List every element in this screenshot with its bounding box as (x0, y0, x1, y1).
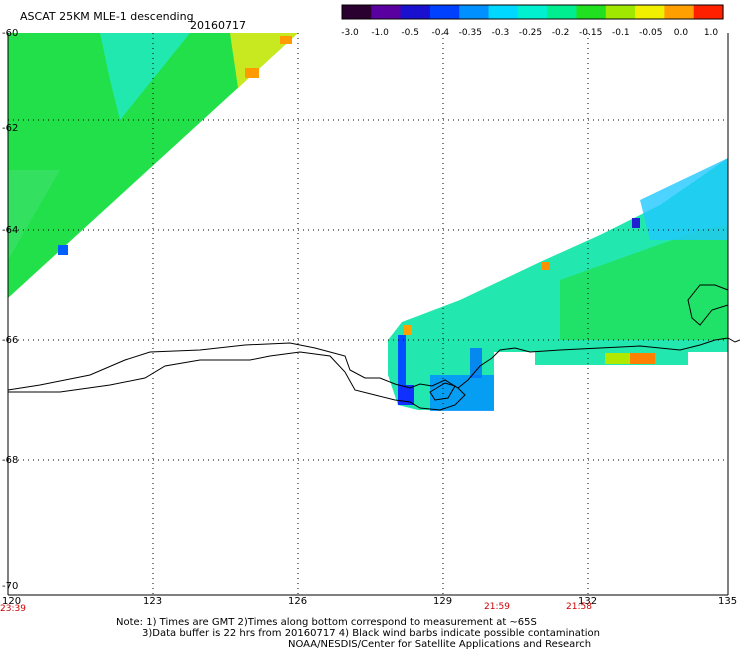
colorbar-tick-label: -3.0 (341, 28, 359, 38)
colorbar-swatch (576, 5, 607, 19)
swath-left-cyan-patch (100, 33, 190, 120)
colorbar-tick-label: -0.5 (401, 28, 419, 38)
swath-right-blue-patch (430, 375, 494, 411)
swath-left-orange-cell (280, 36, 292, 44)
swath-right-yellow-cell (605, 353, 630, 364)
notes: Note: 1) Times are GMT 2)Times along bot… (116, 617, 600, 650)
colorbar-tick-label: -0.2 (552, 28, 570, 38)
colorbar-tick-label: -0.15 (579, 28, 602, 38)
map-title: ASCAT 25KM MLE-1 descending (20, 10, 194, 23)
colorbar-swatch (635, 5, 665, 19)
swath-right-blue-cell (470, 348, 482, 378)
swath-left-orange-cell (245, 68, 259, 78)
lon-label: 123 (143, 596, 162, 607)
colorbar-tick-label: -0.3 (492, 28, 510, 38)
lat-label: -68 (2, 455, 18, 466)
lon-label: 129 (433, 596, 452, 607)
colorbar-swatch (459, 5, 490, 19)
time-label: 21:58 (566, 602, 592, 612)
swath-right (388, 158, 728, 410)
swath-left-blue-cell (58, 245, 68, 255)
swath-right-blue-strip (398, 335, 406, 405)
colorbar-swatch (664, 5, 695, 19)
swath-left-green-patch (8, 170, 60, 260)
lon-label: 135 (718, 596, 737, 607)
colorbar-tick-label: -0.05 (639, 28, 662, 38)
swath-right-green-patch (560, 225, 728, 340)
plot-area (7, 33, 740, 596)
colorbar-swatch (547, 5, 578, 19)
colorbar-tick-label: -0.4 (432, 28, 450, 38)
lon-label: 120 (2, 596, 21, 607)
colorbar-swatch (371, 5, 402, 19)
colorbar-tick-label: 0.0 (674, 28, 689, 38)
note-line-2: 3)Data buffer is 22 hrs from 20160717 4)… (142, 628, 600, 639)
swath-right-orange-cell (630, 353, 655, 364)
swath-right-orange-cell (542, 262, 550, 270)
colorbar-tick-label: -0.1 (612, 28, 630, 38)
swath-right-orange-cell (404, 325, 412, 335)
colorbar: -3.0 -1.0 -0.5 -0.4 -0.35 -0.3 -0.25 -0.2 -0.15-… (341, 4, 724, 38)
colorbar-swatch (400, 5, 431, 19)
lat-label: -64 (2, 225, 18, 236)
colorbar-tick-label: -0.25 (519, 28, 542, 38)
lat-label: -70 (2, 581, 18, 592)
longitude-labels: 120 123 126 129 132 135 (2, 596, 737, 607)
swath-left (8, 33, 298, 298)
time-label: 21:59 (484, 602, 510, 612)
colorbar-swatch (488, 5, 519, 19)
colorbar-tick-label: -0.35 (459, 28, 482, 38)
note-line-1: Note: 1) Times are GMT 2)Times along bot… (116, 617, 537, 628)
coastline (727, 337, 740, 343)
coastline (7, 337, 729, 391)
colorbar-frame (341, 4, 724, 20)
time-label: 23:39 (0, 604, 26, 614)
colorbar-swatch (693, 5, 724, 19)
colorbar-tick-label: -1.0 (371, 28, 389, 38)
swath-right-cyan-patch (640, 158, 728, 240)
colorbar-swatch (517, 5, 548, 19)
graticule (8, 33, 728, 595)
colorbar-tick-label: 1.0 (704, 28, 719, 38)
lat-label: -62 (2, 123, 18, 134)
lon-label: 132 (578, 596, 597, 607)
colorbar-swatch (605, 5, 636, 19)
latitude-labels: -60 -62 -64 -66 -68 -70 (2, 28, 18, 592)
colorbar-swatch (429, 5, 460, 19)
island-outline (429, 382, 456, 401)
lon-label: 126 (288, 596, 307, 607)
data-swaths (8, 33, 728, 411)
colorbar-swatch (342, 5, 372, 19)
lat-label: -60 (2, 28, 18, 39)
lat-label: -66 (2, 335, 18, 346)
note-line-3: NOAA/NESDIS/Center for Satellite Applica… (288, 639, 591, 650)
coastline (8, 351, 466, 411)
map-date: 20160717 (190, 19, 246, 32)
swath-right-blue-cell (398, 385, 414, 405)
swath-right-dark-blue-cell (632, 218, 640, 228)
time-labels: 23:39 21:59 21:58 (0, 602, 592, 614)
